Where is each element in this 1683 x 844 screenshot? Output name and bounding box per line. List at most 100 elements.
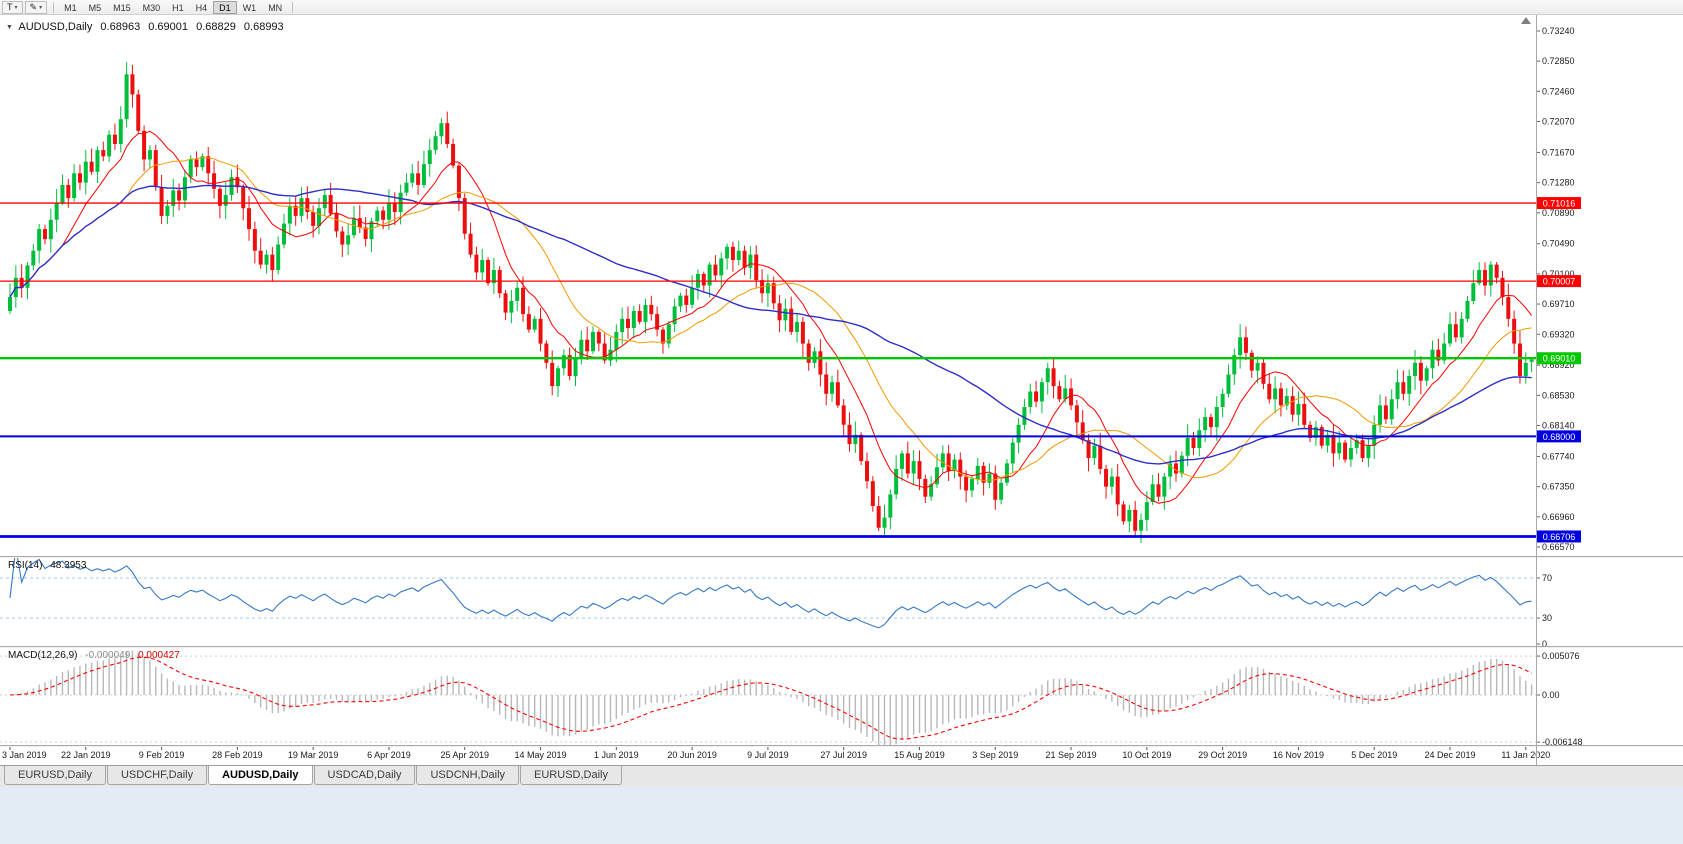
price-level-badge	[1537, 530, 1581, 543]
rsi-tick-label: 70	[1542, 573, 1552, 583]
price-level-badge-label: 0.68000	[1543, 432, 1576, 442]
ohlc-open-value: 0.68963	[100, 21, 141, 33]
macd-main-value: -0.000049	[85, 650, 131, 661]
timeframe-button-h1[interactable]: H1	[172, 2, 184, 13]
date-label: 25 Apr 2019	[440, 750, 489, 760]
date-label: 3 Sep 2019	[972, 750, 1018, 760]
price-level-badge	[1537, 352, 1581, 365]
price-tick-label: 0.72460	[1542, 86, 1575, 96]
ohlc-close-value: 0.68993	[243, 21, 284, 33]
date-label: 1 Jun 2019	[594, 750, 639, 760]
price-level-badge-label: 0.71016	[1543, 199, 1576, 209]
price-scale[interactable]	[1536, 15, 1596, 765]
time-scale[interactable]	[0, 745, 1536, 765]
macd-tick-label: 0.00	[1542, 690, 1560, 700]
date-label: 29 Oct 2019	[1198, 750, 1247, 760]
price-tick-label: 0.66960	[1542, 512, 1575, 522]
date-label: 24 Dec 2019	[1424, 750, 1475, 760]
date-label: 9 Jul 2019	[747, 750, 789, 760]
ohlc-low-value: 0.68829	[196, 21, 236, 33]
date-label: 19 Mar 2019	[288, 750, 339, 760]
date-label: 27 Jul 2019	[820, 750, 867, 760]
timeframe-button-w1[interactable]: W1	[242, 2, 257, 13]
price-tick-label: 0.70890	[1542, 208, 1575, 218]
timeframe-button-mn[interactable]: MN	[268, 2, 283, 13]
moving-average-line	[9, 130, 1532, 504]
templates-button[interactable]: T ▾	[2, 0, 23, 14]
caret-down-icon: ▾	[14, 4, 18, 11]
price-tick-label: 0.68530	[1542, 390, 1575, 400]
timeframe-button-m5[interactable]: M5	[88, 2, 102, 13]
macd-signal-line	[9, 656, 1532, 740]
scale-marker-icon	[1521, 17, 1531, 24]
price-tick-label: 0.66570	[1542, 542, 1575, 552]
tab-audusd-daily[interactable]: AUDUSD,Daily	[208, 766, 313, 785]
tab-usdcad-daily[interactable]: USDCAD,Daily	[313, 766, 416, 785]
rsi-name: RSI(14)	[8, 560, 43, 571]
tab-usdcnh-daily[interactable]: USDCNH,Daily	[416, 766, 520, 785]
date-label: 15 Aug 2019	[894, 750, 945, 760]
date-label: 3 Jan 2019	[2, 750, 47, 760]
rsi-tick-label: 0	[1542, 639, 1547, 649]
rsi-indicator-label: RSI(14) 48.3953	[8, 560, 86, 571]
price-tick-label: 0.68140	[1542, 421, 1575, 431]
one-click-trading-icon[interactable]: ▼	[6, 24, 13, 31]
price-level-badge-label: 0.66706	[1543, 532, 1576, 542]
moving-average-line	[9, 184, 1532, 465]
price-level-badge-label: 0.70007	[1543, 277, 1576, 287]
toolbar-separator	[292, 1, 294, 13]
macd-name: MACD(12,26,9)	[8, 650, 78, 661]
tab-eurusd-daily-1[interactable]: EURUSD,Daily	[4, 766, 106, 785]
chart-tabbar: EURUSD,Daily USDCHF,Daily AUDUSD,Daily U…	[0, 765, 1683, 787]
macd-tick-label: -0.006148	[1542, 737, 1583, 747]
macd-tick-label: 0.005076	[1542, 651, 1580, 661]
moving-average-line	[9, 156, 1532, 482]
price-tick-label: 0.67740	[1542, 451, 1575, 461]
tab-label: EURUSD,Daily	[534, 769, 608, 781]
price-tick-label: 0.69710	[1542, 299, 1575, 309]
pencil-icon: ✎	[29, 1, 38, 12]
top-toolbar: T ▾ ✎ ▾ M1 M5 M15 M30 H1 H4 D1 W1 MN	[0, 0, 1683, 15]
date-label: 14 May 2019	[515, 750, 567, 760]
timeframe-button-m1[interactable]: M1	[64, 2, 77, 13]
tab-label: USDCHF,Daily	[120, 769, 194, 781]
price-tick-label: 0.72850	[1542, 56, 1575, 66]
date-label: 5 Dec 2019	[1351, 750, 1397, 760]
date-label: 11 Jan 2020	[1501, 750, 1550, 760]
tab-label: USDCNH,Daily	[430, 769, 506, 781]
price-tick-label: 0.70100	[1542, 269, 1575, 279]
price-tick-label: 0.67350	[1542, 482, 1575, 492]
price-level-badge-label: 0.69010	[1543, 354, 1576, 364]
caret-down-icon: ▾	[39, 4, 43, 11]
rsi-group	[0, 558, 1536, 629]
timeframe-button-d1[interactable]: D1	[213, 0, 237, 14]
price-tick-label: 0.71280	[1542, 178, 1575, 188]
price-level-badge	[1537, 430, 1581, 443]
timeframe-button-m15[interactable]: M15	[113, 2, 131, 13]
tab-label: AUDUSD,Daily	[222, 769, 299, 781]
date-label: 20 Jun 2019	[667, 750, 717, 760]
macd-signal-value: 0.000427	[138, 650, 180, 661]
price-tick-label: 0.73240	[1542, 26, 1575, 36]
candles-group	[8, 62, 1534, 544]
tab-usdchf-daily[interactable]: USDCHF,Daily	[106, 766, 208, 785]
date-label: 6 Apr 2019	[367, 750, 411, 760]
tab-eurusd-daily-2[interactable]: EURUSD,Daily	[520, 766, 622, 785]
ohlc-high-value: 0.69001	[148, 21, 189, 33]
date-label: 16 Nov 2019	[1273, 750, 1324, 760]
timeframe-button-m30[interactable]: M30	[142, 2, 161, 13]
chart-symbol-label: AUDUSD,Daily	[18, 21, 93, 33]
price-tick-label: 0.68920	[1542, 360, 1575, 370]
date-label: 21 Sep 2019	[1046, 750, 1097, 760]
timeframe-button-h4[interactable]: H4	[195, 2, 208, 13]
tab-label: USDCAD,Daily	[327, 769, 402, 781]
rsi-line	[9, 558, 1532, 629]
price-tick-label: 0.72070	[1542, 117, 1575, 127]
price-level-badge	[1537, 275, 1581, 288]
draw-tool-button[interactable]: ✎ ▾	[24, 0, 48, 14]
macd-group	[0, 650, 1536, 745]
rsi-tick-label: 30	[1542, 613, 1552, 623]
date-label: 22 Jan 2019	[61, 750, 111, 760]
price-tick-label: 0.69320	[1542, 329, 1575, 339]
